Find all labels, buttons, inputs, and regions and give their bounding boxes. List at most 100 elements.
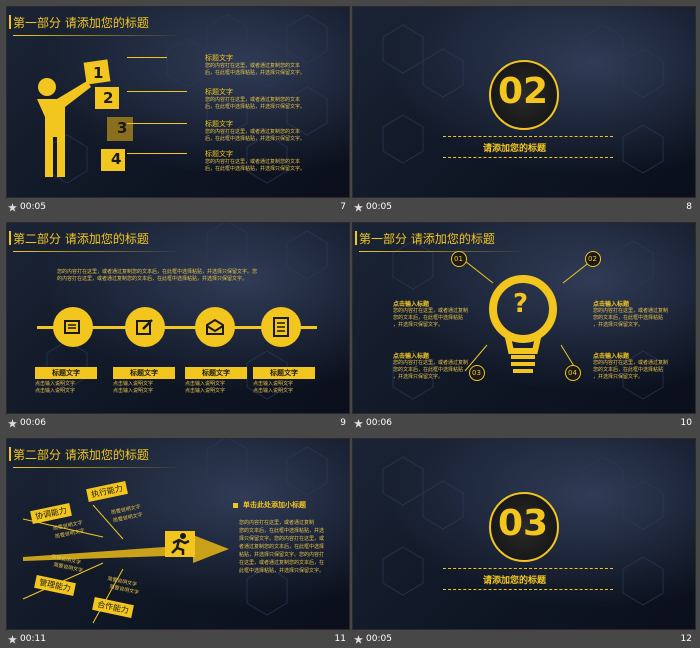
slide-info-bar: 00:05 12 (352, 630, 696, 648)
point-number-04-circle (565, 365, 581, 381)
block-number-1: 1 (93, 64, 104, 82)
paragraph-line: 者通过复制您的文本后，在此框中选择 (239, 544, 325, 550)
point-body: 您的文本后，在此框中选择粘贴 (593, 315, 664, 321)
slide-duration: 00:05 (20, 202, 46, 212)
document-icon (273, 317, 289, 337)
timing: 00:06 (8, 418, 46, 428)
mail-icon (206, 318, 224, 335)
subtitle-marker (233, 503, 238, 508)
title-underline (13, 251, 183, 252)
slide-info-bar: 00:11 11 (6, 630, 350, 648)
paragraph-line: 在这里，或者通过复制您的文本后，在 (239, 560, 325, 566)
edit-doc-icon-circle (53, 307, 93, 347)
slide-thumbnail-11[interactable]: 第二部分 请添加您的标题 协调能力 执行能力 管理能力 合作能力 简要说明文字 … (6, 438, 350, 648)
slide-canvas: 第一部分 请添加您的标题 1 2 3 4 标题文字 您的内容打在这里，或者通过复… (6, 6, 350, 198)
slide-thumbnail-7[interactable]: 第一部分 请添加您的标题 1 2 3 4 标题文字 您的内容打在这里，或者通过复… (6, 6, 350, 218)
hexagon-background (392, 240, 664, 400)
slide-number: 10 (680, 418, 692, 428)
slide-canvas: 第一部分 请添加您的标题 ? 01 02 03 04 点击输入标题 您的内容打在… (352, 222, 696, 414)
section-caption: 请添加您的标题 (483, 144, 547, 154)
item-body: 后，在此框中选择粘贴，并选择只保留文字。 (205, 104, 306, 110)
slide-thumbnail-8[interactable]: 02 请添加您的标题 00:05 8 (352, 6, 696, 218)
point-number-01: 01 (454, 255, 463, 263)
slide-canvas: 02 请添加您的标题 (352, 6, 696, 198)
dashed-line-top (443, 568, 613, 569)
paragraph-line: 您的内容打在这里，或者通过复制 (239, 520, 315, 526)
point-body: 您的内容打在这里，或者通过复制 (393, 360, 469, 366)
block-number-4: 4 (111, 150, 122, 168)
slide-info-bar: 00:06 9 (6, 414, 350, 434)
dashed-line-bottom (443, 589, 613, 590)
point-number-03: 03 (472, 369, 481, 377)
slide-duration: 00:06 (366, 418, 392, 428)
slide-info-bar: 00:05 8 (352, 198, 696, 218)
point-heading: 点击输入标题 (593, 301, 630, 308)
column-line: 点击输入说明文字 (185, 388, 226, 394)
column-line: 点击输入说明文字 (35, 381, 76, 387)
item-body: 您的内容打在这里，或者通过复制您的文本 (205, 63, 301, 69)
slide-info-bar: 00:05 7 (6, 198, 350, 218)
slide-thumbnail-12[interactable]: 03 请添加您的标题 00:05 12 (352, 438, 696, 648)
timeline-line (37, 326, 317, 329)
slide-title: 第二部分 请添加您的标题 (9, 447, 149, 462)
question-mark: ? (513, 289, 529, 319)
transition-star-icon (354, 634, 363, 644)
item-body: 您的内容打在这里，或者通过复制您的文本 (205, 97, 301, 103)
timing: 00:05 (354, 634, 392, 644)
point-number-03-circle (469, 365, 485, 381)
timing: 00:06 (354, 418, 392, 428)
point-body: ，并选择只保留文字。 (393, 322, 444, 328)
title-underline (13, 35, 183, 36)
column-line: 点击输入说明文字 (113, 381, 154, 387)
slide-title: 第一部分 请添加您的标题 (9, 15, 149, 30)
arrow-diagram (22, 504, 229, 624)
slide-thumbnail-9[interactable]: 第二部分 请添加您的标题 您的内容打在这里，或者通过复制您的文本后，在此框中选择… (6, 222, 350, 434)
point-body: 您的文本后，在此框中选择粘贴 (393, 367, 464, 373)
column-card-3: 标题文字 点击输入说明文字 点击输入说明文字 (185, 367, 247, 395)
column-heading: 标题文字 (253, 367, 315, 379)
connector-lines (464, 260, 592, 372)
paragraph-line: 此框中选择粘贴，并选择只保留文字。 (239, 568, 325, 574)
point-number-02-circle (585, 251, 601, 267)
edit-doc-icon (64, 320, 80, 334)
point-body: 您的文本后，在此框中选择粘贴 (393, 315, 464, 321)
item-heading: 标题文字 (205, 88, 233, 96)
transition-star-icon (354, 418, 363, 428)
lightbulb-icon (489, 275, 557, 373)
text-item-4: 标题文字 您的内容打在这里，或者通过复制您的文本 后，在此框中选择粘贴，并选择只… (205, 149, 345, 173)
item-body: 后，在此框中选择粘贴，并选择只保留文字。 (205, 136, 306, 142)
subsection-title: 单击此处添加小标题 (243, 501, 306, 509)
item-body: 您的内容打在这里，或者通过复制您的文本 (205, 159, 301, 165)
section-caption: 请添加您的标题 (483, 576, 547, 586)
running-person-icon (165, 531, 195, 557)
transition-star-icon (8, 634, 17, 644)
item-heading: 标题文字 (205, 150, 233, 158)
hexagon-background (46, 14, 328, 184)
column-card-1: 标题文字 点击输入说明文字 点击输入说明文字 (35, 367, 97, 395)
slide-duration: 00:05 (366, 634, 392, 644)
point-text-4: 点击输入标题 您的内容打在这里，或者通过复制 您的文本后，在此框中选择粘贴 ，并… (593, 351, 693, 381)
section-number-badge (489, 60, 559, 130)
dashed-line-top (443, 136, 613, 137)
point-body: 您的内容打在这里，或者通过复制 (593, 360, 669, 366)
point-number-01-circle (451, 251, 467, 267)
text-item-2: 标题文字 您的内容打在这里，或者通过复制您的文本 后，在此框中选择粘贴，并选择只… (205, 87, 345, 111)
slide-info-bar: 00:06 10 (352, 414, 696, 434)
column-line: 点击输入说明文字 (253, 381, 294, 387)
slide-number: 9 (340, 418, 346, 428)
point-body: ，并选择只保留文字。 (393, 374, 444, 380)
person-pushing-blocks-illustration (37, 59, 133, 177)
section-number: 02 (498, 71, 549, 112)
point-body: 您的文本后，在此框中选择粘贴 (593, 367, 664, 373)
point-heading: 点击输入标题 (393, 301, 430, 308)
paragraph-line: 您的文本后，在此框中选择粘贴，并选 (239, 528, 325, 534)
intro-text: 您的内容打在这里，或者通过复制您的文本后，在此框中选择粘贴，并选择只保留文字。您… (57, 269, 307, 283)
slide-duration: 00:06 (20, 418, 46, 428)
column-heading: 标题文字 (185, 367, 247, 379)
slide-thumbnail-10[interactable]: 第一部分 请添加您的标题 ? 01 02 03 04 点击输入标题 您的内容打在… (352, 222, 696, 434)
slide-number: 8 (686, 202, 692, 212)
block-number-3: 3 (117, 119, 128, 137)
slide-duration: 00:11 (20, 634, 46, 644)
timing: 00:05 (354, 202, 392, 212)
paragraph-line: 粘贴，并选择只保留文字。您的内容打 (239, 552, 325, 558)
